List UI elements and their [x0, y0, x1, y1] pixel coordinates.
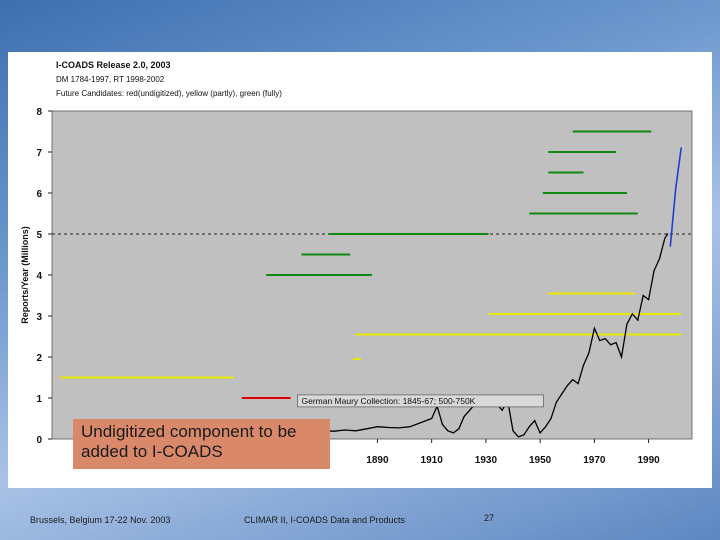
y-tick-label: 0 [36, 435, 42, 446]
series-point-0 [458, 428, 460, 430]
y-tick-label: 2 [36, 353, 42, 364]
x-tick-label: 1970 [583, 455, 606, 466]
series-point-0 [539, 432, 541, 434]
series-point-0 [355, 430, 357, 432]
series-point-0 [550, 417, 552, 420]
series-point-0 [642, 294, 644, 297]
series-point-0 [523, 434, 525, 436]
series-point-0 [637, 319, 639, 321]
y-axis-label: Reports/Year (Millions) [20, 226, 30, 324]
annotation-box [297, 394, 544, 408]
series-point-0 [610, 344, 612, 346]
series-point-0 [588, 352, 590, 354]
series-point-0 [409, 426, 411, 428]
series-point-0 [555, 401, 558, 403]
series-point-0 [441, 424, 444, 426]
series-point-0 [604, 337, 606, 340]
series-point-0 [534, 419, 536, 422]
chart-title: I-COADS Release 2.0, 2003 [56, 60, 171, 70]
series-point-0 [620, 356, 623, 358]
series-point-0 [561, 393, 563, 395]
footer-location: Brussels, Belgium 17-22 Nov. 2003 [30, 515, 171, 525]
series-point-0 [615, 342, 617, 344]
series-point-0 [658, 258, 661, 260]
series-point-0 [572, 378, 574, 381]
y-tick-label: 1 [36, 394, 42, 405]
series-point-1 [677, 167, 680, 169]
x-tick-label: 1950 [529, 455, 552, 466]
footer-page-number: 27 [484, 513, 495, 523]
series-point-0 [528, 426, 530, 428]
chart-subtitle-2: Future Candidates: red(undigitized), yel… [56, 89, 282, 98]
series-point-0 [582, 364, 585, 366]
series-point-0 [333, 430, 335, 432]
series-point-0 [447, 430, 449, 432]
series-point-0 [469, 409, 471, 411]
series-point-0 [599, 340, 601, 342]
callout-line-1: Undigitized component to be [81, 422, 297, 441]
series-point-0 [376, 426, 379, 428]
series-point-0 [365, 428, 368, 430]
x-tick-label: 1990 [637, 455, 660, 466]
series-point-0 [544, 426, 547, 428]
y-tick-label: 8 [36, 107, 42, 118]
y-tick-label: 6 [36, 189, 42, 200]
annotation-label: German Maury Collection: 1845-67; 500-75… [301, 396, 475, 406]
y-tick-label: 7 [36, 148, 42, 159]
series-point-0 [577, 383, 579, 385]
y-tick-label: 4 [36, 271, 42, 282]
series-point-0 [452, 432, 454, 434]
series-point-0 [501, 409, 503, 411]
series-point-0 [398, 427, 400, 429]
undigitized-callout: Undigitized component to be added to I-C… [73, 419, 330, 469]
series-point-1 [672, 217, 674, 219]
series-point-0 [626, 323, 628, 325]
series-point-0 [420, 422, 422, 424]
chart-subtitle-1: DM 1784-1997, RT 1998-2002 [56, 75, 165, 84]
x-tick-label: 1890 [366, 455, 389, 466]
series-point-0 [648, 299, 650, 301]
series-point-0 [631, 313, 633, 315]
series-point-1 [669, 245, 671, 247]
series-point-0 [593, 327, 595, 329]
series-point-0 [653, 270, 655, 272]
y-tick-label: 5 [36, 230, 42, 241]
series-point-0 [664, 237, 666, 239]
series-point-0 [666, 233, 669, 235]
callout-line-2: added to I-COADS [81, 442, 223, 461]
series-point-0 [387, 426, 389, 429]
series-point-0 [512, 430, 514, 432]
series-point-1 [680, 147, 682, 149]
x-tick-label: 1910 [421, 455, 444, 466]
series-point-0 [566, 385, 568, 387]
x-tick-label: 1930 [475, 455, 498, 466]
series-point-0 [344, 429, 346, 431]
series-point-0 [463, 415, 465, 418]
series-point-0 [517, 436, 520, 438]
footer-conference: CLIMAR II, I-COADS Data and Products [244, 515, 406, 525]
series-point-0 [431, 417, 433, 420]
series-point-1 [675, 188, 677, 190]
y-tick-label: 3 [36, 312, 42, 323]
